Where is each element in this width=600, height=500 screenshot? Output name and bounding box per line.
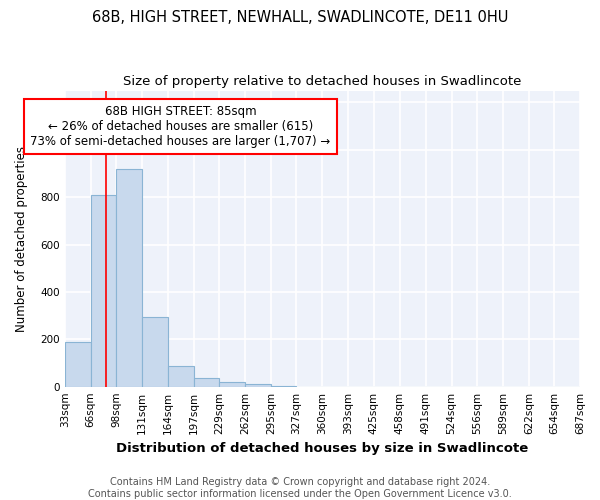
Text: 68B, HIGH STREET, NEWHALL, SWADLINCOTE, DE11 0HU: 68B, HIGH STREET, NEWHALL, SWADLINCOTE, … [92, 10, 508, 25]
Bar [194, 378, 219, 386]
Bar [245, 384, 271, 386]
Text: 68B HIGH STREET: 85sqm
← 26% of detached houses are smaller (615)
73% of semi-de: 68B HIGH STREET: 85sqm ← 26% of detached… [31, 105, 331, 148]
Bar [65, 342, 91, 386]
X-axis label: Distribution of detached houses by size in Swadlincote: Distribution of detached houses by size … [116, 442, 529, 455]
Bar [116, 168, 142, 386]
Bar [142, 317, 168, 386]
Bar [91, 195, 116, 386]
Y-axis label: Number of detached properties: Number of detached properties [15, 146, 28, 332]
Bar [168, 366, 194, 386]
Title: Size of property relative to detached houses in Swadlincote: Size of property relative to detached ho… [123, 75, 521, 88]
Bar [219, 382, 245, 386]
Text: Contains HM Land Registry data © Crown copyright and database right 2024.
Contai: Contains HM Land Registry data © Crown c… [88, 478, 512, 499]
